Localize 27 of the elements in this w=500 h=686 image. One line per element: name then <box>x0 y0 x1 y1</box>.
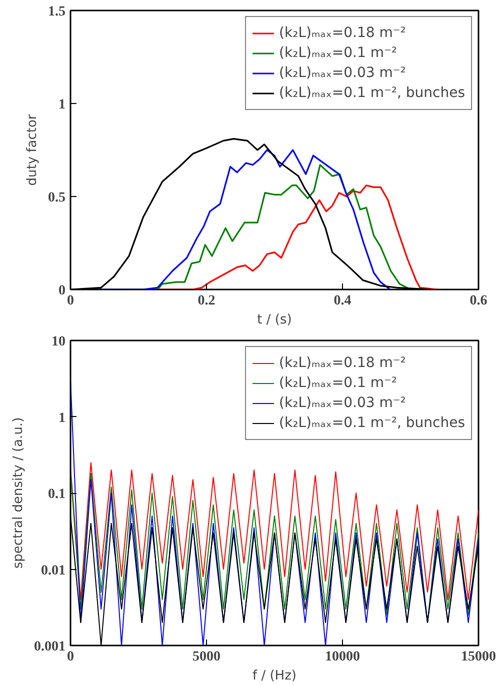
x-tick-label: 5000 <box>192 650 220 664</box>
y-tick-label: 0.5 <box>48 190 66 206</box>
x-tick-label: 0.6 <box>470 294 488 308</box>
legend-label: (k₂L)ₘₐₓ=0.03 m⁻² <box>279 395 406 411</box>
x-tick-label: 15000 <box>461 650 496 664</box>
y-axis-title: duty factor <box>25 114 40 186</box>
y-tick-label: 1.5 <box>48 4 66 20</box>
y-tick-label: 0.1 <box>48 487 66 502</box>
legend-label: (k₂L)ₘₐₓ=0.18 m⁻² <box>279 25 406 41</box>
y-tick-label: 0.001 <box>34 640 66 654</box>
legend-label: (k₂L)ₘₐₓ=0.18 m⁻² <box>279 355 406 371</box>
legend-label: (k₂L)ₘₐₓ=0.1 m⁻², bunches <box>279 415 465 431</box>
x-tick-label: 0.2 <box>198 294 216 308</box>
legend-label: (k₂L)ₘₐₓ=0.1 m⁻² <box>279 45 397 61</box>
x-axis-title: f / (Hz) <box>252 668 296 684</box>
x-axis-title: t / (s) <box>257 312 292 328</box>
y-tick-label: 10 <box>52 334 66 350</box>
y-tick-label: 1 <box>58 98 66 112</box>
legend-label: (k₂L)ₘₐₓ=0.1 m⁻² <box>279 375 397 391</box>
x-tick-label: 0.4 <box>334 294 352 308</box>
y-tick-label: 0.01 <box>41 563 66 578</box>
y-tick-label: 1 <box>58 410 66 426</box>
legend-label: (k₂L)ₘₐₓ=0.03 m⁻² <box>279 65 406 81</box>
legend-label: (k₂L)ₘₐₓ=0.1 m⁻², bunches <box>279 85 465 101</box>
y-tick-label: 0 <box>58 284 66 298</box>
y-axis-title: spectral density / (a.u.) <box>11 417 26 569</box>
x-tick-label: 10000 <box>325 650 360 664</box>
